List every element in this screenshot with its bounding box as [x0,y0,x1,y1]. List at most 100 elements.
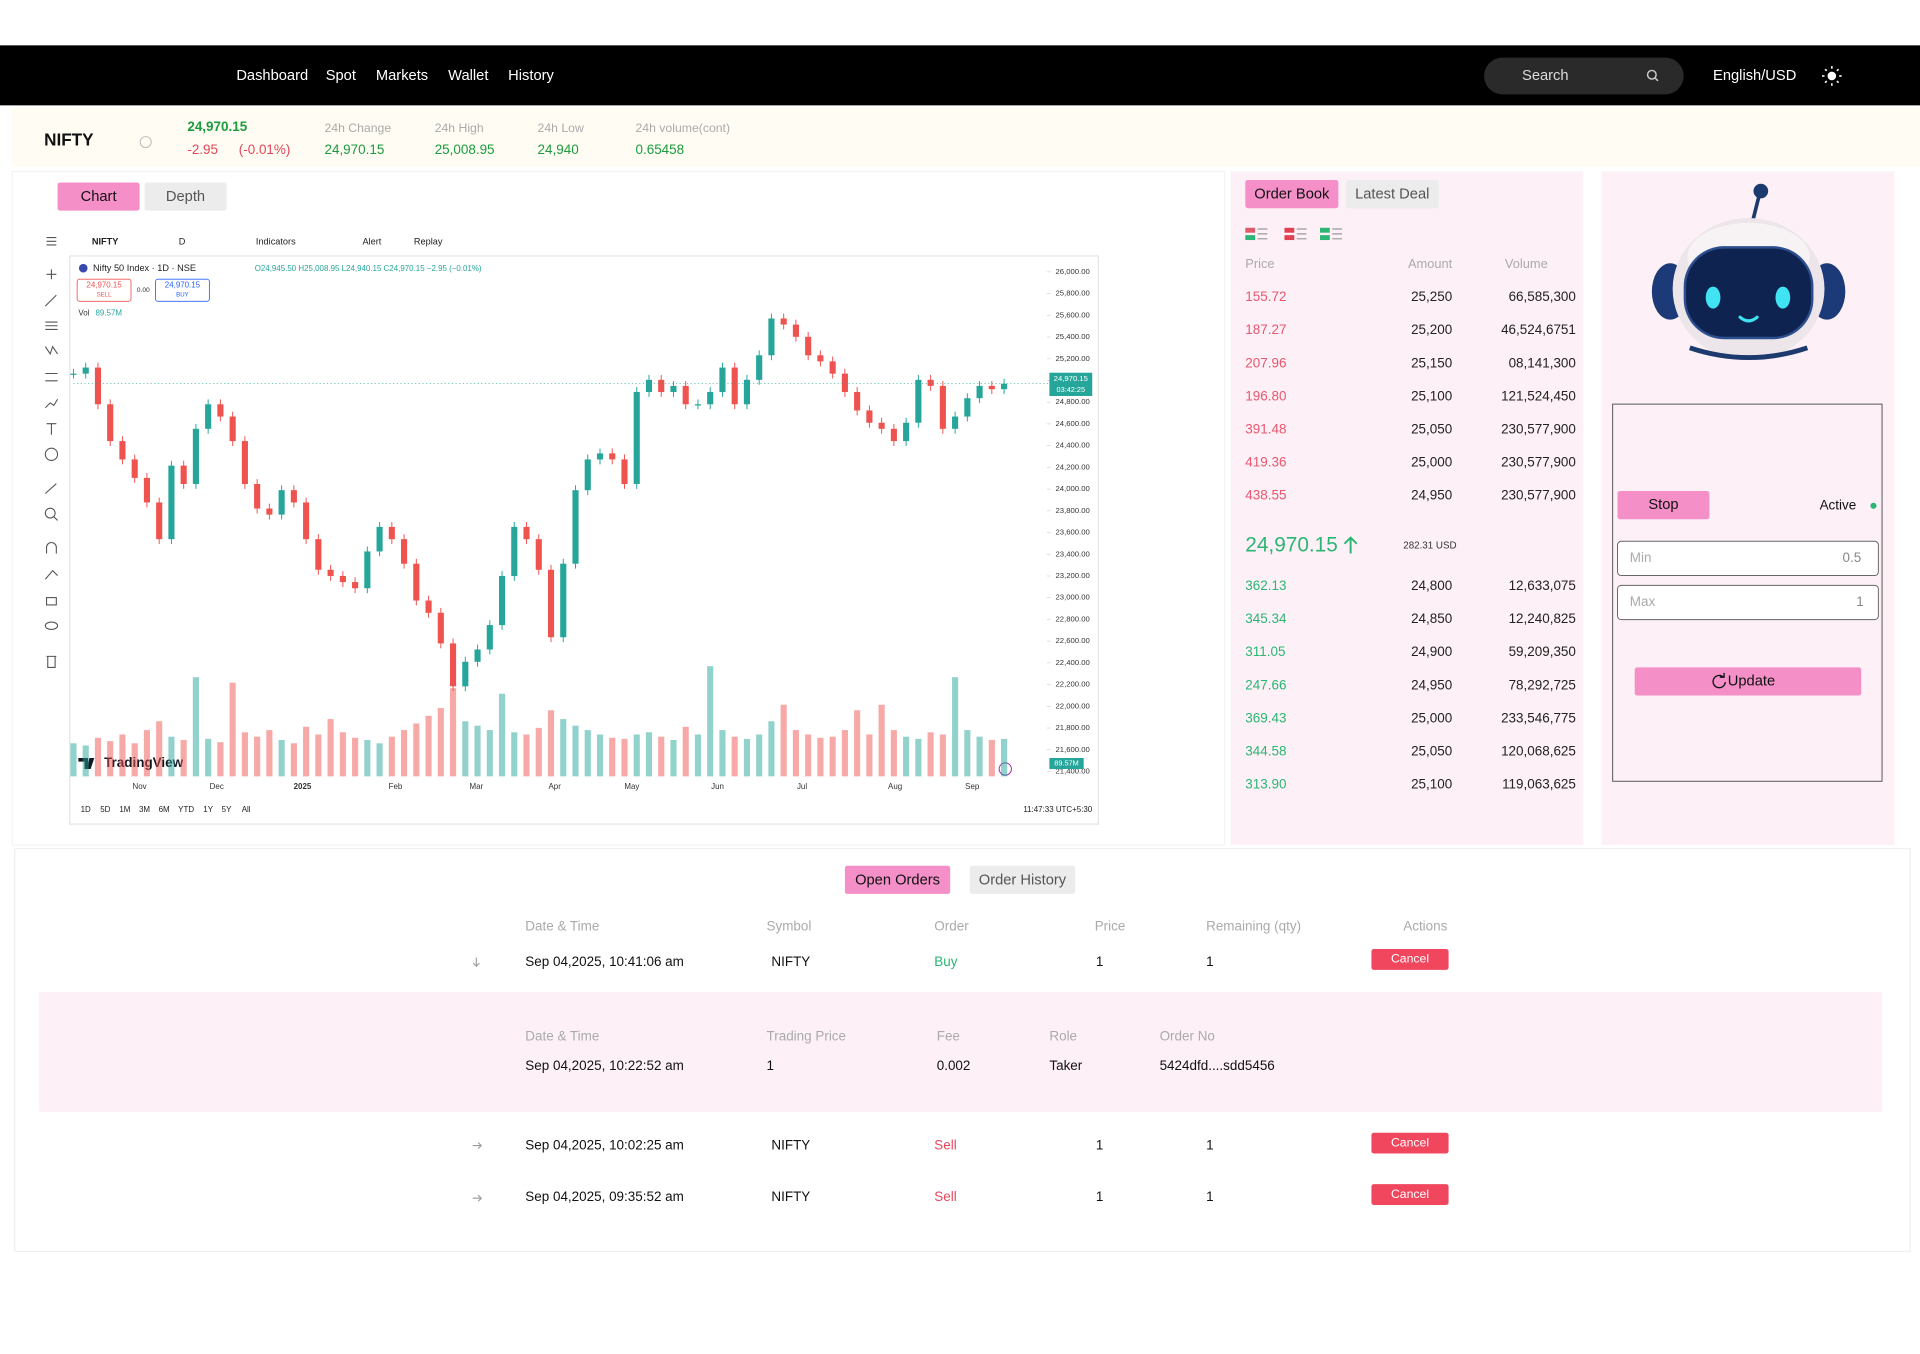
depth-tab[interactable] [144,182,227,211]
nav-link[interactable]: History [508,68,554,84]
toolbar-item[interactable]: NIFTY [92,236,119,246]
order-history-tab[interactable] [969,865,1076,894]
order-price: 1 [1096,1189,1103,1204]
nav-link[interactable]: Spot [326,68,356,84]
ticker-symbol: NIFTY [44,129,94,149]
book-view-icon[interactable] [1320,235,1330,241]
candle-body [70,373,77,375]
volume-bar [290,743,297,777]
book-view-icon [1257,228,1268,240]
candle-body [425,600,432,613]
candle-body [854,391,861,411]
y-tick-label: 25,800.00 [1056,289,1090,298]
candle-body [94,367,102,405]
candle-body [437,612,444,644]
chart-legend: Nifty 50 Index · 1D · NSE [93,263,196,273]
range-button[interactable]: 6M [159,805,170,814]
volume-bar [401,730,408,777]
cancel-button[interactable] [1371,949,1449,970]
range-button[interactable]: 1D [81,805,91,814]
candle-body [290,490,297,503]
candle-body [719,367,726,392]
theme-icon[interactable] [1827,71,1837,81]
volume-bar [205,738,212,777]
candle-body [731,367,738,405]
toolbar-item[interactable]: D [179,236,186,246]
y-tick-label: 22,000.00 [1056,701,1090,710]
language-selector[interactable]: English/USD [1713,68,1796,84]
candle-body [560,563,567,638]
nav-link[interactable]: Dashboard [236,68,308,84]
toolbar-item[interactable]: Alert [362,236,381,246]
book-price: 391.48 [1245,421,1286,436]
book-amount: 25,200 [1411,322,1452,337]
candle-body [670,385,677,392]
detail-value: 1 [767,1058,774,1073]
range-button[interactable]: 1Y [203,805,213,814]
toolbar-item[interactable]: Indicators [256,236,296,246]
volume-bar [511,732,518,777]
candle-body [278,490,285,515]
range-button[interactable]: 3M [139,805,150,814]
stop-button[interactable] [1617,491,1710,520]
book-price: 419.36 [1245,454,1286,469]
volume-bar [768,721,775,777]
order-remaining: 1 [1206,1138,1213,1153]
candle-body [609,453,616,460]
update-button[interactable] [1634,667,1862,696]
cancel-label: Cancel [1391,952,1429,966]
nav-link[interactable]: Markets [376,68,428,84]
candle-body [866,410,873,423]
order-remaining: 1 [1206,1189,1213,1204]
range-button[interactable]: 5Y [222,805,232,814]
y-tick-label: 23,200.00 [1056,571,1090,580]
candle-body [376,526,383,552]
cancel-button[interactable] [1371,1184,1449,1205]
book-view-icon[interactable] [1245,235,1256,241]
order-book-tab[interactable] [1245,180,1339,209]
y-tick-label: 21,600.00 [1056,745,1090,754]
book-view-icon[interactable] [1284,227,1295,233]
order-price: 1 [1096,954,1103,969]
y-tick-label: 22,800.00 [1056,614,1090,623]
search-box[interactable] [1484,57,1684,95]
mid-arrow [1343,536,1358,554]
latest-deal-tab[interactable] [1345,180,1439,209]
candle-body [633,391,640,484]
min-input[interactable] [1617,540,1879,577]
max-input[interactable] [1617,584,1879,621]
range-button[interactable]: YTD [178,805,194,814]
book-view-icon[interactable] [1245,227,1256,233]
book-view-icon[interactable] [1320,227,1330,233]
volume-bar [939,734,946,777]
detail-value: Taker [1049,1058,1082,1073]
y-tick-label: 25,400.00 [1056,332,1090,341]
volume-bar [596,734,604,777]
nav-link[interactable]: Wallet [448,68,488,84]
open-orders-tab[interactable] [844,865,951,894]
book-amount: 25,250 [1411,289,1452,304]
stat-label: 24h volume(cont) [636,121,731,135]
book-volume: 230,577,900 [1501,454,1576,469]
toolbar-item[interactable]: Replay [414,236,443,246]
candle-body [241,441,248,484]
volume-bar [743,738,750,777]
candle-body [352,582,359,589]
range-button[interactable]: 5D [100,805,110,814]
volume-bar [486,730,493,777]
order-symbol: NIFTY [771,1189,810,1204]
order-detail [39,991,1883,1112]
sell-label: SELL [97,292,113,299]
cancel-label: Cancel [1391,1135,1429,1149]
book-amount: 25,050 [1411,743,1452,758]
candle-body [829,361,836,374]
cancel-button[interactable] [1371,1132,1449,1154]
range-button[interactable]: 1M [119,805,130,814]
volume-bar [658,736,665,777]
stat-label: 24h Low [538,121,584,135]
y-tick-label: 24,400.00 [1056,441,1090,450]
chart-tab[interactable] [57,182,140,211]
spread: 0.00 [137,287,150,294]
range-button[interactable]: All [242,805,251,814]
book-view-icon[interactable] [1284,235,1295,241]
